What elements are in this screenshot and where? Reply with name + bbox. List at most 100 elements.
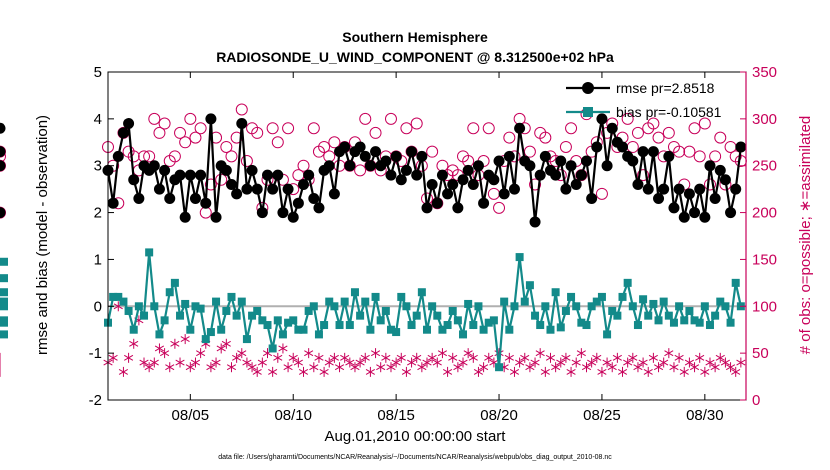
asterisk-stroke [468,354,478,361]
asterisk-stroke [648,354,658,361]
obs-assimilated-marker [736,357,746,368]
obs-possible-marker [559,140,572,153]
bias-marker [685,306,694,315]
obs-assimilated-marker [242,357,252,368]
asterisk-stroke [185,364,195,371]
rmse-marker [452,202,464,214]
obs-possible-marker [148,112,161,125]
bias-marker [109,292,118,301]
rmse-marker [555,155,567,167]
obs-assimilated-marker [602,357,612,368]
rmse-marker [400,164,412,176]
bias-marker [397,292,406,301]
obs-possible-marker [503,131,516,144]
rmse-marker [462,164,474,176]
rmse-marker [658,183,670,195]
rmse-marker [303,169,315,181]
bias-marker [371,292,380,301]
bias-marker [366,325,375,334]
asterisk-stroke [257,359,267,366]
obs-assimilated-marker [561,352,571,363]
rmse-marker [514,122,526,134]
rmse-marker [632,178,644,190]
obs-assimilated-marker [108,352,118,363]
rmse-marker [179,211,191,223]
bias-marker [309,302,318,311]
rmse-marker [164,193,176,205]
y-right-tick-label: 50 [752,345,769,362]
rmse-marker [642,183,654,195]
asterisk-stroke [170,340,180,347]
asterisk-stroke [427,354,437,361]
rmse-marker [328,188,340,200]
rmse-marker [586,193,598,205]
asterisk-stroke [489,359,499,366]
data-file-footnote: data file: /Users/gharamti/Documents/NCA… [218,454,612,461]
obs-assimilated-marker [530,357,540,368]
rmse-marker [699,211,711,223]
bias-marker [0,302,8,311]
obs-assimilated-marker [118,366,129,377]
asterisk-stroke [571,359,581,366]
bias-marker [289,316,298,325]
bias-marker [145,248,154,257]
rmse-marker [575,169,587,181]
rmse-marker [272,169,284,181]
obs-assimilated-marker [535,348,545,359]
bias-marker [119,297,128,306]
obs-assimilated-marker [293,357,303,368]
bias-marker [381,306,390,315]
obs-assimilated-marker [643,366,653,377]
bias-marker [237,297,246,306]
asterisk-stroke [530,359,540,366]
asterisk-stroke [365,368,375,375]
y-left-tick-label: 1 [94,251,102,268]
bias-marker [536,321,545,330]
bias-marker [664,311,673,320]
obs-possible-marker [235,103,248,116]
bias-marker [350,288,359,297]
rmse-marker [488,174,500,186]
rmse-marker [174,169,186,181]
rmse-marker [421,202,433,214]
y-left-tick-label: 2 [94,205,102,222]
bias-marker [268,344,277,353]
obs-assimilated-marker [633,362,643,373]
rmse-marker [534,169,546,181]
bias-marker [438,325,447,334]
rmse-marker [123,118,135,130]
asterisk-stroke [350,364,360,371]
rmse-marker [380,155,392,167]
obs-possible-marker [565,122,578,135]
y-right-tick-label: 150 [752,251,777,268]
bias-marker [155,330,164,339]
bias-marker [134,302,143,311]
bias-marker [618,292,627,301]
rmse-marker [112,150,124,162]
bias-marker [531,311,540,320]
y-right-tick-label: 350 [752,64,777,81]
bias-marker [659,297,668,306]
bias-marker [345,321,354,330]
rmse-marker [128,174,140,186]
obs-assimilated-marker [124,352,134,363]
bias-marker [160,316,169,325]
rmse-marker [596,113,608,125]
rmse-marker [153,183,165,195]
obs-assimilated-marker [463,348,473,359]
obs-assimilated-marker [144,362,154,373]
rmse-marker [189,193,201,205]
rmse-marker [426,178,438,190]
rmse-marker [205,113,217,125]
rmse-marker [565,160,577,172]
obs-assimilated-marker [288,352,298,363]
obs-assimilated-marker [165,362,175,373]
asterisk-stroke [659,359,669,366]
bias-marker [181,299,190,308]
rmse-marker [539,150,551,162]
rmse-marker [0,160,6,172]
asterisk-stroke [448,354,458,361]
bias-marker [253,306,262,315]
obs-possible-marker [539,131,552,144]
rmse-marker [689,207,701,219]
